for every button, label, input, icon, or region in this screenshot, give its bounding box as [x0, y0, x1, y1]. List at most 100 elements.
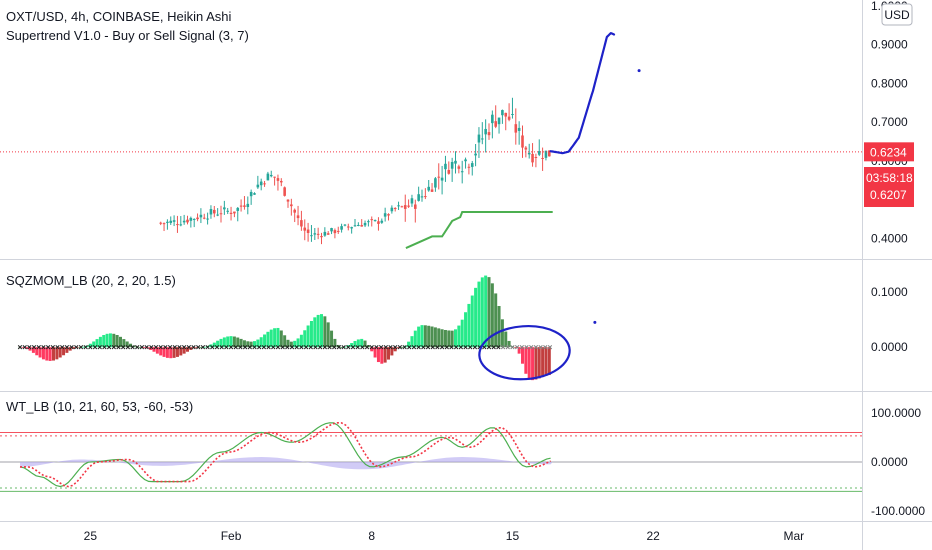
candle-body	[534, 156, 538, 158]
candle-body	[206, 218, 209, 220]
candle-body	[420, 196, 424, 198]
sqzmom-cross	[50, 345, 55, 350]
candle-body	[246, 203, 250, 207]
candle	[159, 221, 162, 226]
sqzmom-bar	[219, 338, 223, 348]
sqzmom-cross	[224, 345, 229, 350]
sqzmom-bar	[72, 347, 76, 349]
sqzmom-bar	[340, 347, 344, 348]
candle	[481, 122, 484, 145]
sqzmom-legend[interactable]: SQZMOM_LB (20, 2, 20, 1.5)	[6, 273, 176, 288]
last-price-label: 0.6234	[870, 145, 907, 159]
drawn-dot[interactable]	[637, 69, 641, 73]
candle-body	[293, 209, 296, 213]
sqzmom-cross	[200, 345, 206, 350]
sqzmom-cross	[444, 345, 449, 350]
candle	[477, 127, 481, 158]
currency-button-frame[interactable]	[881, 3, 913, 26]
candle-body	[397, 205, 400, 207]
drawn-forecast-curve[interactable]	[549, 31, 616, 155]
currency-button[interactable]: USD	[881, 3, 913, 26]
sqzmom-bar	[470, 295, 474, 348]
candle	[367, 219, 370, 227]
sqzmom-cross	[388, 345, 393, 350]
candle	[290, 198, 293, 216]
sqzmom-tick-label: 0.1000	[871, 285, 908, 299]
sqzmom-cross	[266, 345, 271, 350]
candle	[377, 217, 380, 231]
sqzmom-bar	[430, 326, 434, 348]
candle	[537, 139, 541, 157]
candlestick-series	[159, 97, 551, 245]
sqzmom-cross	[64, 345, 70, 350]
candle-body	[544, 150, 548, 158]
candle-body	[363, 222, 367, 226]
sqzmom-cross	[210, 345, 215, 350]
sqzmom-cross	[186, 345, 191, 350]
candle-body	[427, 186, 430, 191]
candle	[400, 205, 404, 208]
sqzmom-cross	[346, 345, 351, 350]
sqzmom-cross	[308, 345, 313, 350]
candle	[420, 189, 424, 202]
candle	[176, 215, 179, 233]
supertrend-legend[interactable]: Supertrend V1.0 - Buy or Sell Signal (3,…	[6, 28, 249, 43]
sqzmom-bar	[460, 319, 464, 348]
candle-body	[259, 181, 263, 186]
candle-body	[467, 166, 471, 168]
wt-legend[interactable]: WT_LB (10, 21, 60, 53, -60, -53)	[6, 399, 193, 414]
candle	[393, 207, 397, 212]
candle	[219, 205, 223, 223]
candle	[186, 215, 189, 225]
currency-button-label[interactable]: USD	[884, 8, 910, 22]
candle-body	[403, 205, 407, 209]
user-drawings[interactable]	[478, 31, 641, 382]
candle	[363, 220, 367, 228]
sqzmom-bar	[286, 339, 290, 348]
sqzmom-cross	[158, 345, 163, 350]
candle-body	[186, 219, 189, 223]
sqzmom-bar	[38, 347, 42, 358]
candle-body	[266, 173, 270, 181]
sqzmom-cross	[491, 345, 496, 350]
candle-body	[202, 217, 206, 219]
drawn-dot-sqz[interactable]	[593, 320, 597, 324]
sqzmom-bar	[28, 347, 32, 351]
candle-body	[323, 231, 327, 236]
candle	[464, 157, 467, 169]
wt-tick-label: -100.0000	[871, 504, 925, 518]
candle	[246, 196, 250, 215]
sqzmom-cross	[280, 345, 285, 350]
candle	[360, 219, 363, 227]
candle-body	[357, 224, 360, 226]
sqzmom-cross	[121, 345, 126, 350]
sqzmom-bar	[306, 325, 310, 348]
candle-body	[393, 208, 397, 210]
candle	[313, 228, 317, 241]
drawn-ellipse[interactable]	[478, 323, 572, 382]
sqzmom-bar	[115, 335, 119, 348]
candle-body	[527, 152, 531, 155]
price-tick-label: 0.4000	[871, 231, 908, 245]
sqzmom-bar	[102, 335, 106, 348]
chart-title[interactable]: OXT/USD, 4h, COINBASE, Heikin Ashi	[6, 9, 232, 24]
sqzmom-cross	[149, 345, 154, 350]
sqzmom-cross	[355, 345, 360, 350]
sqzmom-bar	[125, 341, 129, 348]
candle	[263, 180, 266, 187]
candle-body	[226, 210, 229, 212]
countdown-label: 03:58:18	[866, 171, 913, 185]
candle-body	[380, 220, 384, 223]
sqzmom-bar	[544, 347, 548, 376]
candle	[259, 178, 263, 191]
candle	[447, 161, 451, 175]
candle-body	[350, 227, 353, 229]
sqzmom-bar	[266, 331, 270, 348]
candle-body	[494, 121, 497, 127]
sqzmom-bar	[256, 339, 260, 348]
candle	[273, 176, 276, 186]
candle	[430, 183, 434, 192]
sqzmom-bar	[169, 347, 173, 359]
candle	[253, 192, 256, 195]
